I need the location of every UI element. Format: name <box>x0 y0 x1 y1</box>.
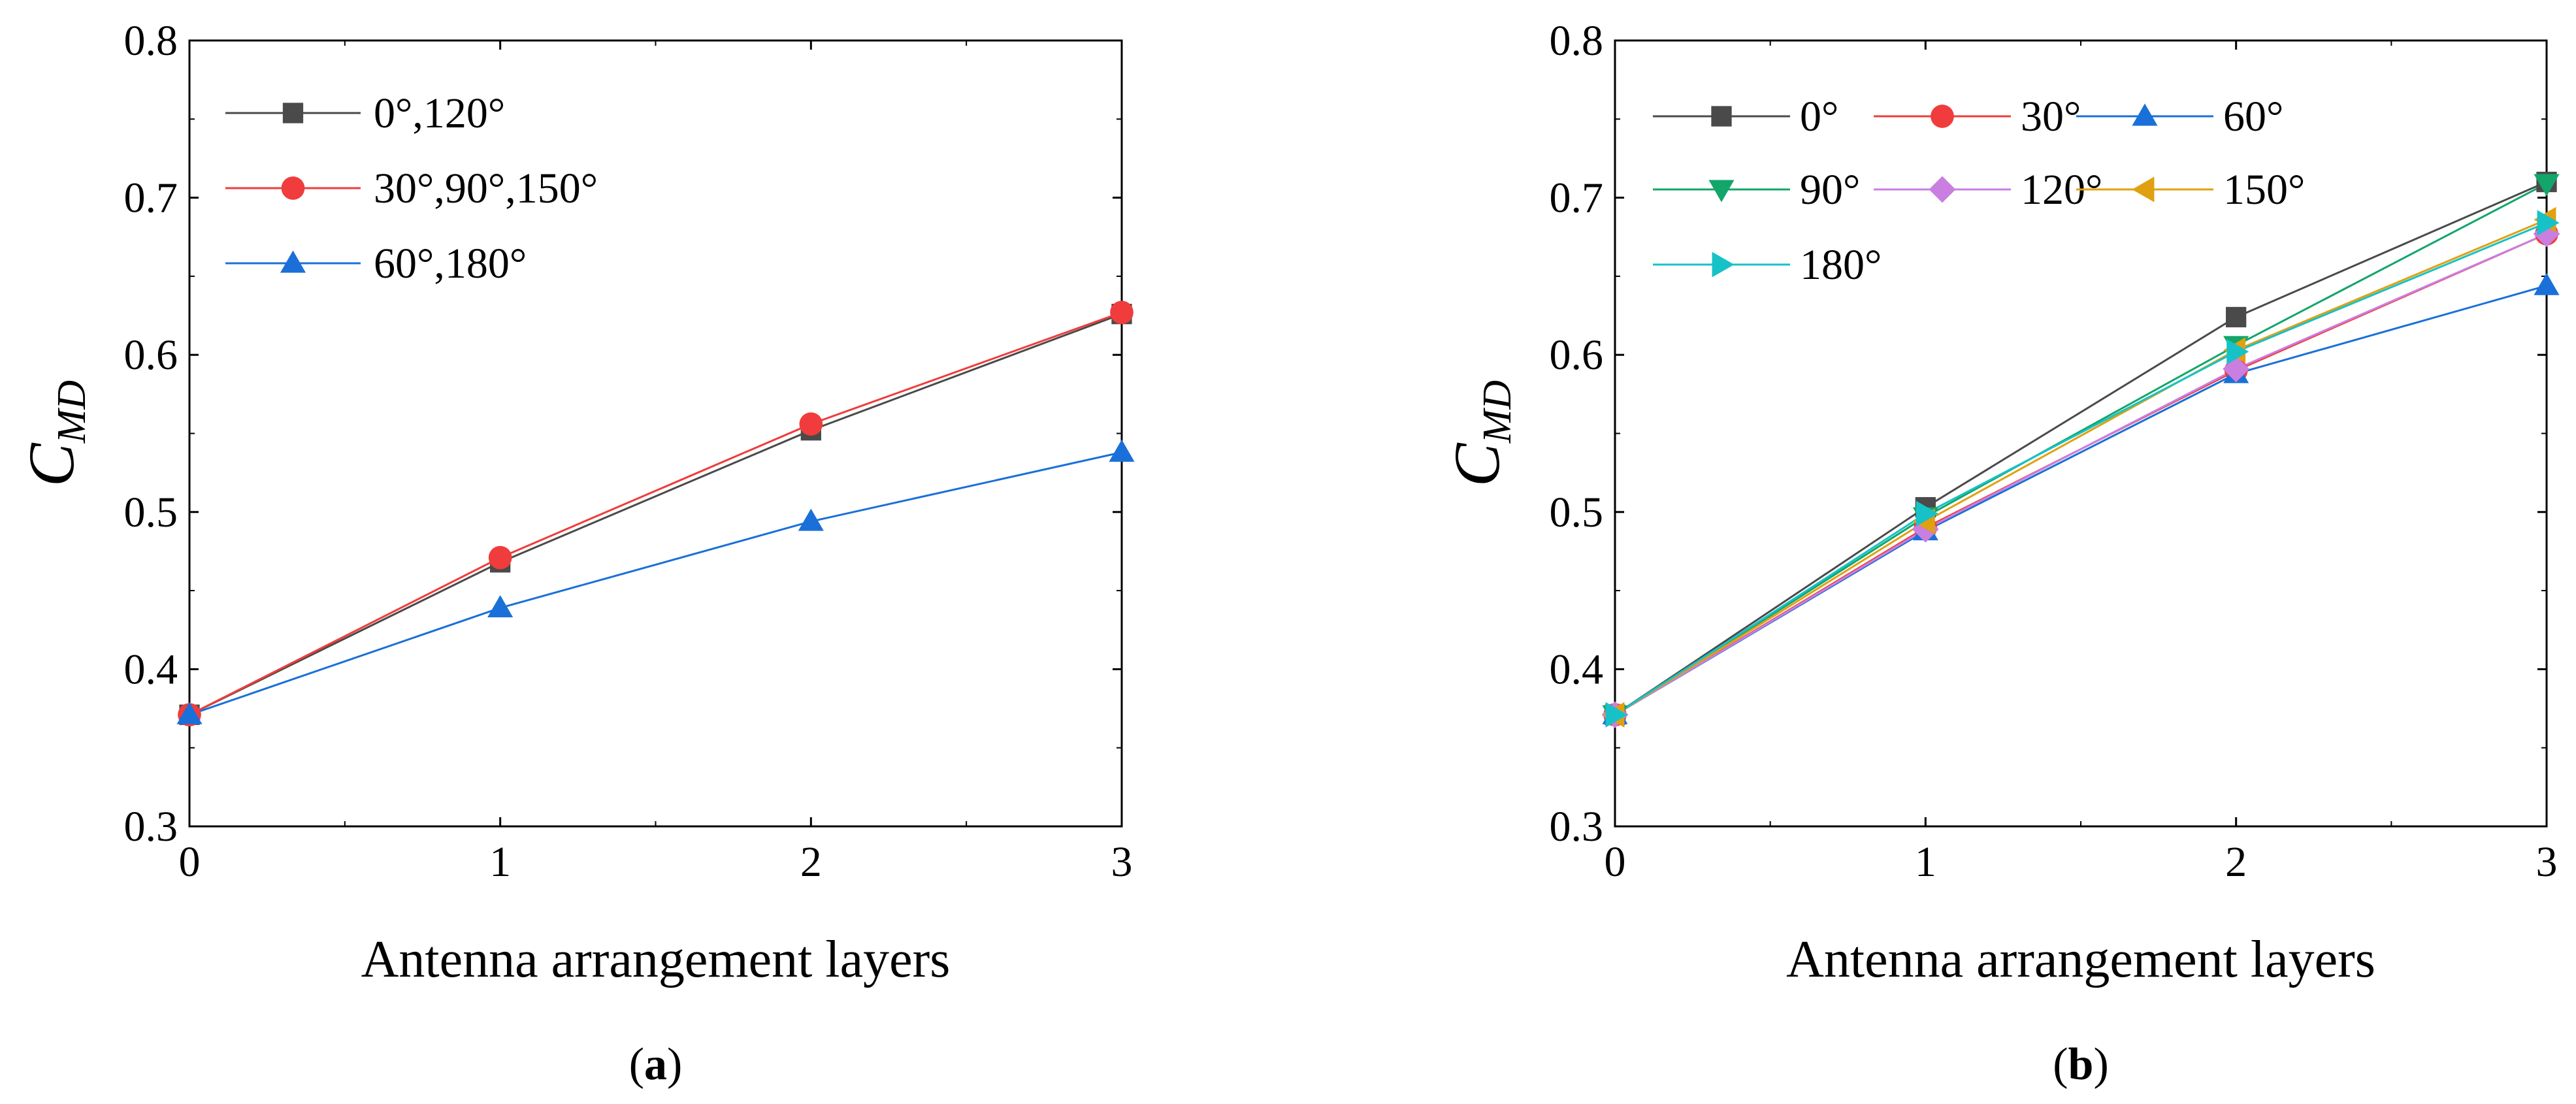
series-line-0 <box>189 313 1122 716</box>
legend-marker-6 <box>1712 252 1735 278</box>
y-tick-label: 0.4 <box>124 645 178 693</box>
series-line-2 <box>1614 284 2547 716</box>
data-point-s6-x0 <box>1605 702 1628 728</box>
y-tick-label: 0.5 <box>1550 489 1604 536</box>
series-line-1 <box>189 311 1122 716</box>
y-tick-label: 0.3 <box>124 803 178 851</box>
legend-label-6: 180° <box>1800 241 1882 289</box>
legend-marker-0 <box>282 103 304 123</box>
legend-label-1: 30°,90°,150° <box>374 165 598 212</box>
series-group <box>1601 171 2560 728</box>
x-axis-title: Antenna arrangement layers <box>361 931 951 988</box>
legend-label-2: 60°,180° <box>374 240 527 287</box>
data-point-s2-x2 <box>798 508 824 531</box>
legend-marker-4 <box>1929 176 1956 203</box>
y-tick-label: 0.6 <box>124 331 178 379</box>
legend-marker-5 <box>2132 176 2155 203</box>
legend-label-3: 90° <box>1800 166 1860 214</box>
chart-panel-a: 0.3 0.4 0.5 0.6 0.7 0.8 0 1 2 3 Antenna arrangemen… <box>15 17 1135 1090</box>
data-point-s2-x0 <box>176 702 203 724</box>
data-point-s6-x2 <box>2226 338 2249 365</box>
panel-label-open: ( <box>629 1039 644 1090</box>
series-group <box>176 300 1135 727</box>
data-point-s6-x1 <box>1916 500 1938 527</box>
data-point-s4-x2 <box>2223 355 2250 383</box>
panel-label-close: ) <box>667 1039 682 1090</box>
legend: 0° 30° 60°90° 120° 150°180° <box>1653 93 2305 289</box>
y-tick-label: 0.8 <box>124 17 178 65</box>
plot-frame <box>188 39 1123 828</box>
y-axis-title-subscript: MD <box>1475 380 1520 444</box>
data-point-s1-x3 <box>1110 300 1133 325</box>
series-line-2 <box>189 451 1122 716</box>
panel-label-close: ) <box>2093 1039 2108 1090</box>
y-tick-label: 0.7 <box>1550 174 1604 222</box>
data-point-s2-x3 <box>2534 272 2560 295</box>
series-line-3 <box>1614 182 2547 716</box>
legend-marker-2 <box>280 250 306 273</box>
y-tick-label: 0.5 <box>124 489 178 536</box>
data-point-s3-x3 <box>2534 174 2560 197</box>
legend-marker-3 <box>1708 180 1735 203</box>
data-point-s1-x2 <box>799 412 823 436</box>
y-tick-label: 0.4 <box>1550 645 1604 693</box>
series-line-6 <box>1614 221 2547 716</box>
series-line-5 <box>1614 218 2547 716</box>
x-tick-label: 1 <box>489 838 511 886</box>
x-tick-label: 2 <box>800 838 822 886</box>
legend-marker-1 <box>281 176 305 200</box>
panel-label-letter: a <box>644 1039 667 1090</box>
legend-marker-2 <box>2132 103 2158 126</box>
panel-label-letter: b <box>2068 1039 2094 1090</box>
legend: 0°,120° 30°,90°,150° 60°,180° <box>225 89 598 287</box>
legend-label-1: 30° <box>2021 93 2081 140</box>
y-axis-title: CMD <box>1441 380 1520 487</box>
x-tick-label: 0 <box>1605 838 1626 886</box>
series-line-1 <box>1614 233 2547 716</box>
series-line-0 <box>1614 181 2547 716</box>
data-point-s2-x1 <box>487 595 514 618</box>
data-point-s0-x2 <box>2226 306 2247 328</box>
data-point-s2-x3 <box>1109 439 1135 462</box>
chart-panel-b: 0.3 0.4 0.5 0.6 0.7 0.8 0 1 2 3 Antenna arrangemen… <box>1441 17 2560 1090</box>
x-tick-label: 2 <box>2225 838 2247 886</box>
x-tick-label: 0 <box>179 838 201 886</box>
legend-marker-1 <box>1931 105 1954 128</box>
series-line-4 <box>1614 233 2547 716</box>
y-tick-label: 0.7 <box>124 174 178 222</box>
legend-label-0: 0° <box>1800 93 1838 140</box>
x-tick-label: 3 <box>2536 838 2558 886</box>
panel-label-open: ( <box>2053 1039 2068 1090</box>
y-axis-title-subscript: MD <box>50 380 94 444</box>
x-tick-label: 1 <box>1915 838 1936 886</box>
y-tick-label: 0.6 <box>1550 331 1604 379</box>
y-axis-title-base: C <box>1441 442 1513 487</box>
x-tick-label: 3 <box>1111 838 1133 886</box>
y-tick-label: 0.8 <box>1550 17 1604 65</box>
x-axis-title: Antenna arrangement layers <box>1786 931 2375 988</box>
legend-label-2: 60° <box>2223 93 2283 140</box>
data-point-s1-x1 <box>488 545 512 570</box>
legend-marker-0 <box>1711 106 1732 127</box>
legend-label-5: 150° <box>2223 166 2305 214</box>
legend-label-0: 0°,120° <box>374 89 505 137</box>
y-tick-label: 0.3 <box>1550 803 1604 851</box>
y-axis-title: CMD <box>15 380 94 487</box>
panel-label: (b) <box>2053 1039 2109 1090</box>
data-point-s6-x3 <box>2537 210 2560 236</box>
panel-label: (a) <box>629 1039 683 1090</box>
y-axis-title-base: C <box>15 442 88 487</box>
